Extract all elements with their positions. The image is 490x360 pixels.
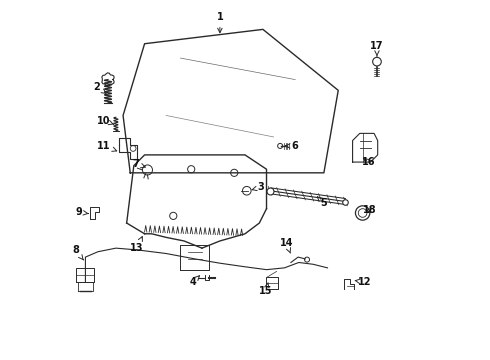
Text: 11: 11 — [98, 141, 117, 151]
Text: 7: 7 — [132, 159, 146, 169]
Text: 18: 18 — [363, 206, 377, 216]
Text: 15: 15 — [259, 283, 272, 296]
Text: 5: 5 — [318, 197, 327, 208]
Text: 10: 10 — [98, 116, 114, 126]
Text: 14: 14 — [279, 238, 293, 253]
Text: 17: 17 — [370, 41, 384, 56]
Text: 12: 12 — [355, 277, 372, 287]
Text: 6: 6 — [286, 141, 298, 151]
Text: 9: 9 — [76, 207, 88, 217]
Text: 3: 3 — [252, 182, 265, 192]
Text: 13: 13 — [130, 237, 144, 253]
Text: 8: 8 — [72, 245, 83, 260]
Text: 16: 16 — [362, 157, 375, 167]
Text: 1: 1 — [217, 12, 223, 33]
Text: 2: 2 — [93, 82, 106, 93]
Text: 4: 4 — [190, 276, 199, 287]
